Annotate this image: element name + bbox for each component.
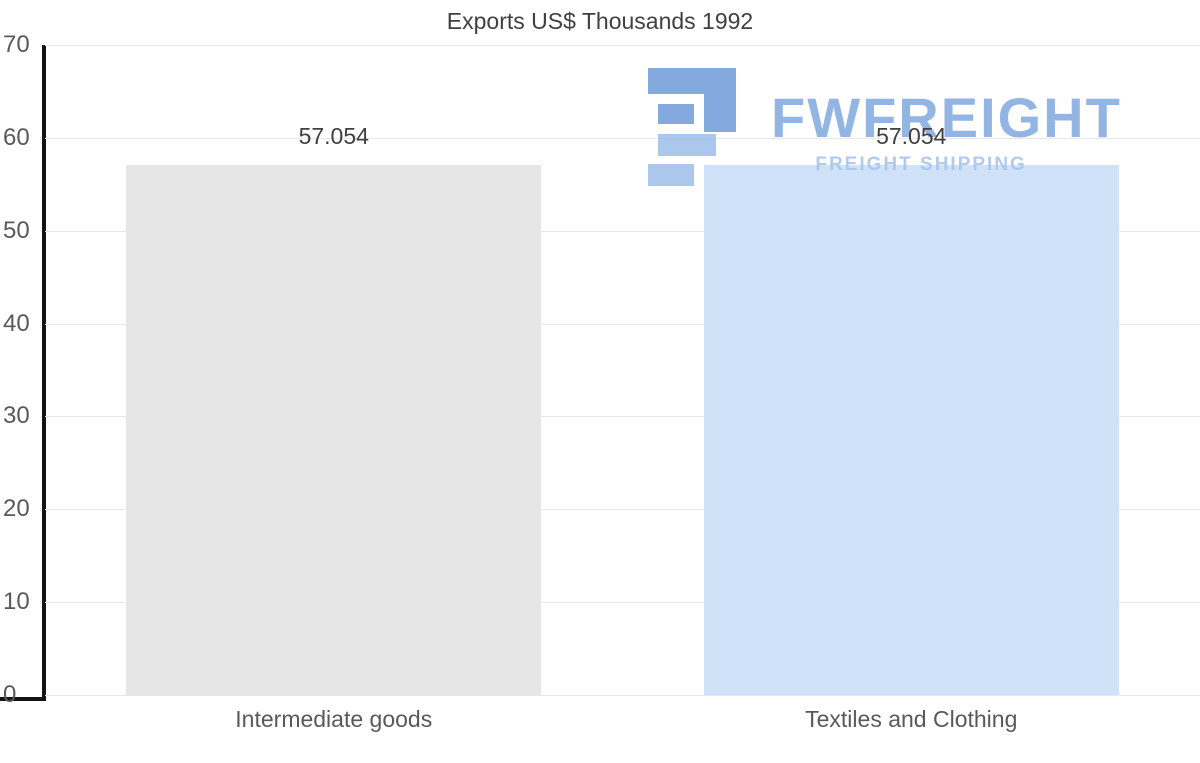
bar-1 [703,165,1119,695]
x-axis-line-segment [0,697,46,701]
y-tick-label-40: 40 [3,309,30,337]
y-tick-label-20: 20 [3,495,30,523]
gridline-70 [45,45,1200,46]
y-tick-label-70: 70 [3,31,30,58]
x-category-label-1: Textiles and Clothing [805,706,1018,732]
y-tick-label-0: 0 [3,681,17,708]
gridline-0 [45,695,1200,696]
y-axis-line [42,45,46,700]
bar-value-label-1: 57.054 [876,123,947,150]
gridline-40 [45,323,1200,325]
y-tick-label-60: 60 [3,123,30,151]
chart-title: Exports US$ Thousands 1992 [446,8,754,34]
gridline-10 [45,602,1200,604]
bar-0 [126,165,542,695]
gridline-50 [45,230,1200,232]
y-tick-label-50: 50 [3,216,30,244]
gridline-60 [45,137,1200,139]
bar-value-label-0: 57.054 [298,123,369,150]
y-tick-label-10: 10 [3,588,30,616]
gridline-30 [45,416,1200,418]
x-category-label-0: Intermediate goods [235,706,433,732]
gridline-20 [45,509,1200,511]
y-tick-label-30: 30 [3,402,30,430]
